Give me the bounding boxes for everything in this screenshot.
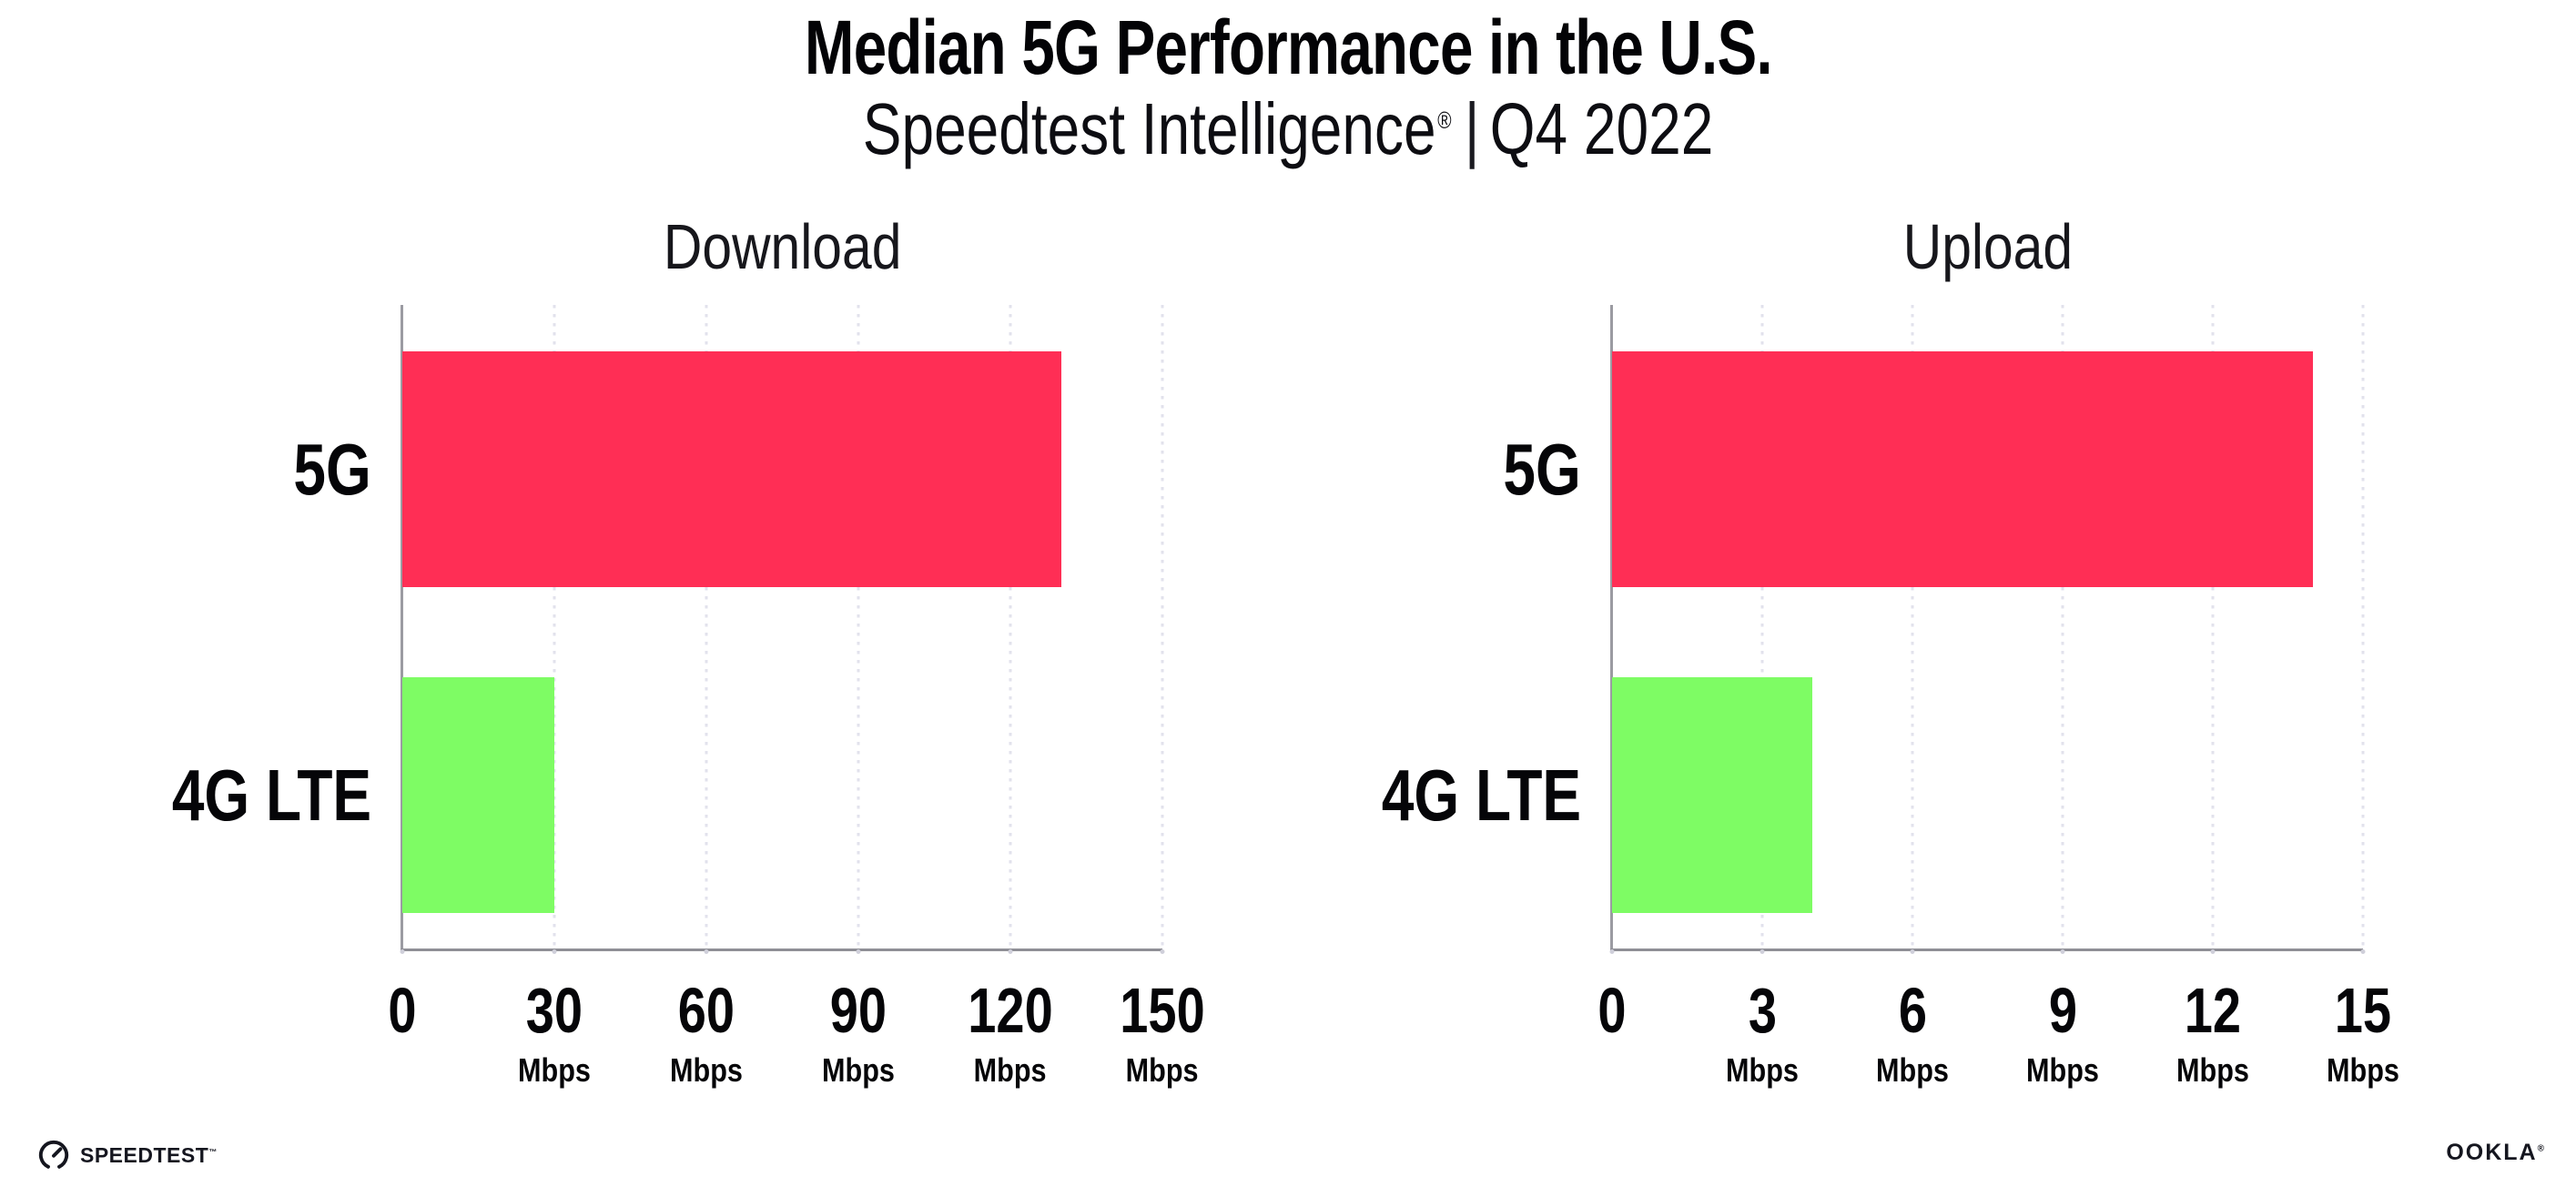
axis-tick-dot-0 [1609,949,1615,954]
gridline-30 [553,305,556,948]
upload-bar-4g-lte [1612,677,1812,913]
ookla-registered-icon: ® [2537,1143,2544,1154]
x-tick-value: 9 [2048,975,2077,1046]
x-tick-value: 60 [677,975,735,1046]
x-tick-6: 6 Mbps [1870,979,1955,1090]
page-title: Median 5G Performance in the U.S. [0,4,2576,92]
x-tick-120: 120 Mbps [958,979,1064,1090]
page-title-text: Median 5G Performance in the U.S. [804,5,1773,90]
x-tick-90: 90 Mbps [816,979,901,1090]
axis-tick-dot-30 [552,949,557,954]
x-tick-unit: Mbps [2327,1051,2399,1089]
x-tick-unit: Mbps [974,1051,1047,1089]
registered-trademark-icon: ® [1437,107,1452,135]
x-tick-unit: Mbps [2026,1051,2099,1089]
axis-tick-dot-15 [2360,949,2366,954]
gridline-15 [2361,305,2365,948]
x-tick-unit: Mbps [1726,1051,1799,1089]
axis-tick-dot-3 [1760,949,1765,954]
x-tick-value: 90 [829,975,887,1046]
download-x-axis-line [401,948,1162,951]
page-subtitle: Speedtest Intelligence® | Q4 2022 [0,87,2576,171]
x-tick-3: 3 Mbps [1719,979,1805,1090]
download-y-axis-line [401,305,403,951]
speedtest-gauge-icon [38,1140,69,1169]
gridline-90 [857,305,860,948]
upload-chart: Upload 0 3 Mbps 6 Mbps 9 Mbps 12 Mbps 15 Mbps 5G 4G … [1382,211,2399,1089]
speedtest-wordmark-text: SPEEDTEST [80,1142,209,1167]
axis-tick-dot-90 [856,949,861,954]
gridline-120 [1009,305,1012,948]
x-tick-value: 0 [1597,975,1627,1046]
x-tick-15: 15 Mbps [2320,979,2406,1090]
x-tick-value: 3 [1748,975,1777,1046]
gridline-150 [1161,305,1164,948]
x-tick-value: 12 [2184,975,2242,1046]
trademark-icon: ™ [208,1146,218,1156]
download-chart-title: Download [663,211,902,282]
x-tick-value: 6 [1898,975,1927,1046]
x-tick-unit: Mbps [1126,1051,1199,1089]
x-tick-value: 0 [388,975,417,1046]
upload-bar-5g [1612,351,2313,587]
axis-tick-dot-0 [400,949,405,954]
upload-chart-title: Upload [1902,211,2073,282]
axis-tick-dot-12 [2210,949,2216,954]
ookla-wordmark-text: OOKLA [2446,1140,2538,1165]
ookla-logo: OOKLA® [2446,1141,2544,1164]
gridline-6 [1911,305,1914,948]
download-category-label-4g-lte: 4G LTE [171,754,371,836]
axis-tick-dot-6 [1910,949,1915,954]
upload-x-axis-line [1610,948,2363,951]
upload-category-label-4g-lte: 4G LTE [1381,754,1581,836]
x-tick-0: 0 [385,979,421,1042]
upload-category-label-5g: 5G [1503,428,1581,510]
x-tick-unit: Mbps [1876,1051,1949,1089]
gridline-9 [2061,305,2064,948]
x-tick-150: 150 Mbps [1110,979,1216,1090]
x-tick-30: 30 Mbps [512,979,597,1090]
download-bar-5g [402,351,1061,587]
axis-tick-dot-9 [2060,949,2065,954]
download-bar-4g-lte [402,677,554,913]
x-tick-unit: Mbps [822,1051,895,1089]
axis-tick-dot-120 [1008,949,1013,954]
subtitle-period: Q4 2022 [1489,88,1714,169]
subtitle-brand: Speedtest Intelligence [862,88,1436,169]
x-tick-unit: Mbps [670,1051,743,1089]
gridline-3 [1760,305,1764,948]
x-tick-value: 15 [2334,975,2392,1046]
x-tick-9: 9 Mbps [2020,979,2105,1090]
download-category-label-5g: 5G [293,428,371,510]
x-tick-0: 0 [1595,979,1630,1042]
upload-y-axis-line [1610,305,1613,951]
x-tick-12: 12 Mbps [2170,979,2256,1090]
x-tick-value: 150 [1120,975,1205,1046]
speedtest-logo: SPEEDTEST™ [38,1140,218,1171]
speedtest-wordmark: SPEEDTEST™ [80,1142,218,1167]
axis-tick-dot-150 [1160,949,1165,954]
x-tick-value: 30 [525,975,583,1046]
x-tick-value: 120 [968,975,1053,1046]
download-chart: Download 0 30 Mbps 60 Mbps 90 Mbps 120 Mbps 150 Mb… [172,211,1205,1089]
x-tick-unit: Mbps [518,1051,591,1089]
x-tick-60: 60 Mbps [664,979,749,1090]
x-tick-unit: Mbps [2176,1051,2249,1089]
axis-tick-dot-60 [704,949,709,954]
subtitle-divider: | [1464,88,1480,169]
gridline-60 [705,305,708,948]
gridline-12 [2211,305,2215,948]
